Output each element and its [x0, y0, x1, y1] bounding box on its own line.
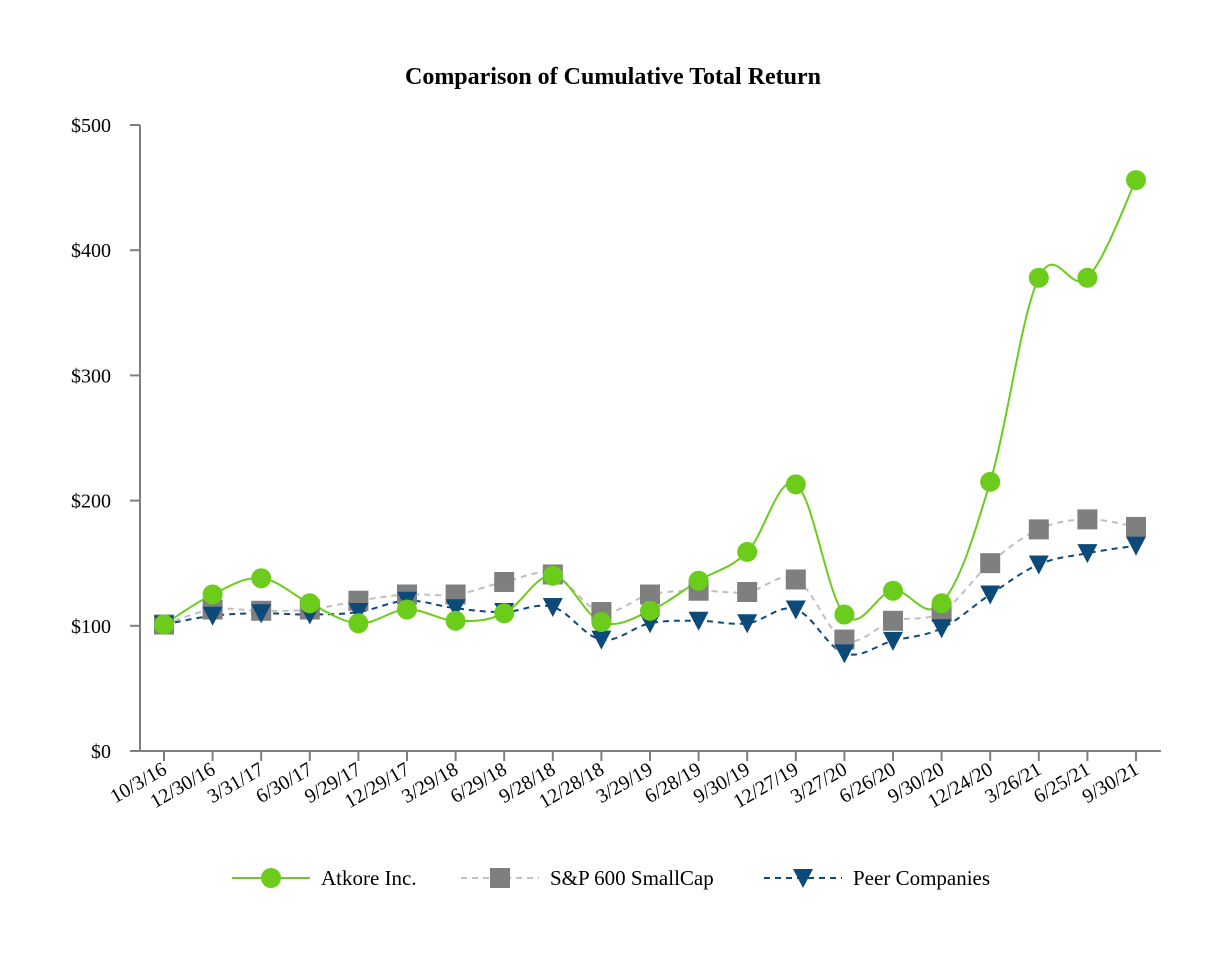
data-point-s-p-600-smallcap: [1077, 509, 1098, 530]
legend-marker: [261, 868, 281, 888]
y-tick-label: $500: [71, 115, 111, 137]
data-point-peer-companies: [883, 631, 903, 651]
data-point-atkore-inc: [1077, 267, 1098, 288]
legend-item-peer-companies: Peer Companies: [764, 866, 990, 890]
legend-marker: [793, 869, 813, 888]
data-point-atkore-inc: [397, 599, 417, 620]
data-point-peer-companies: [1126, 536, 1146, 556]
data-point-atkore-inc: [834, 604, 855, 625]
y-tick-label: $400: [71, 240, 111, 262]
legend-item-atkore-inc: Atkore Inc.: [232, 866, 417, 890]
series-line-peer-companies: [163, 544, 1137, 656]
data-point-atkore-inc: [299, 593, 320, 614]
data-point-atkore-inc: [591, 612, 612, 633]
data-point-atkore-inc: [202, 584, 223, 605]
data-point-atkore-inc: [1028, 267, 1049, 288]
data-point-atkore-inc: [494, 603, 515, 624]
data-point-peer-companies: [688, 611, 709, 631]
data-point-peer-companies: [785, 600, 806, 620]
data-point-s-p-600-smallcap: [1126, 516, 1146, 537]
data-point-peer-companies: [737, 614, 758, 634]
legend: Atkore Inc. S&P 600 SmallCap Peer Companie…: [232, 866, 990, 890]
legend-label: Peer Companies: [853, 866, 990, 890]
data-point-peer-companies: [591, 630, 612, 650]
data-point-atkore-inc: [640, 600, 660, 621]
y-tick-label: $100: [71, 616, 111, 638]
y-tick-label: $200: [71, 491, 111, 513]
legend-item-s-p-600-smallcap: S&P 600 SmallCap: [461, 866, 714, 890]
data-point-peer-companies: [348, 603, 369, 623]
data-point-atkore-inc: [785, 474, 806, 495]
data-point-atkore-inc: [931, 593, 952, 614]
series-lines: [163, 179, 1137, 656]
legend-label: Atkore Inc.: [321, 866, 417, 890]
data-point-peer-companies: [931, 619, 952, 639]
series-markers: [154, 170, 1146, 664]
data-point-s-p-600-smallcap: [737, 581, 758, 602]
data-point-peer-companies: [542, 598, 563, 618]
data-point-atkore-inc: [883, 580, 903, 601]
data-point-atkore-inc: [1126, 170, 1146, 191]
data-point-s-p-600-smallcap: [980, 553, 1001, 574]
data-point-peer-companies: [980, 585, 1001, 605]
data-point-atkore-inc: [542, 565, 563, 586]
data-point-atkore-inc: [154, 614, 174, 635]
legend-marker: [490, 868, 510, 888]
y-tick-label: $300: [71, 365, 111, 387]
data-point-peer-companies: [1028, 555, 1049, 575]
data-point-atkore-inc: [737, 541, 758, 562]
data-point-s-p-600-smallcap: [785, 569, 806, 590]
legend-label: S&P 600 SmallCap: [550, 866, 714, 890]
data-point-peer-companies: [834, 644, 855, 664]
y-tick-label: $0: [91, 741, 111, 763]
data-point-peer-companies: [202, 606, 223, 626]
data-point-atkore-inc: [348, 613, 369, 634]
series-markers-atkore-inc: [154, 170, 1146, 635]
data-point-s-p-600-smallcap: [883, 610, 903, 631]
data-point-peer-companies: [251, 604, 272, 624]
axes: $0$100$200$300$400$50010/3/1612/30/163/3…: [71, 115, 1161, 813]
data-point-atkore-inc: [445, 610, 466, 631]
data-point-peer-companies: [445, 599, 466, 619]
data-point-atkore-inc: [688, 570, 709, 591]
data-point-atkore-inc: [251, 568, 272, 589]
chart-title: Comparison of Cumulative Total Return: [405, 64, 821, 90]
data-point-atkore-inc: [980, 471, 1001, 492]
data-point-s-p-600-smallcap: [494, 571, 515, 592]
data-point-s-p-600-smallcap: [640, 584, 660, 605]
data-point-s-p-600-smallcap: [1028, 519, 1049, 540]
data-point-peer-companies: [1077, 544, 1098, 564]
x-tick-label: 9/30/21: [1079, 758, 1143, 808]
